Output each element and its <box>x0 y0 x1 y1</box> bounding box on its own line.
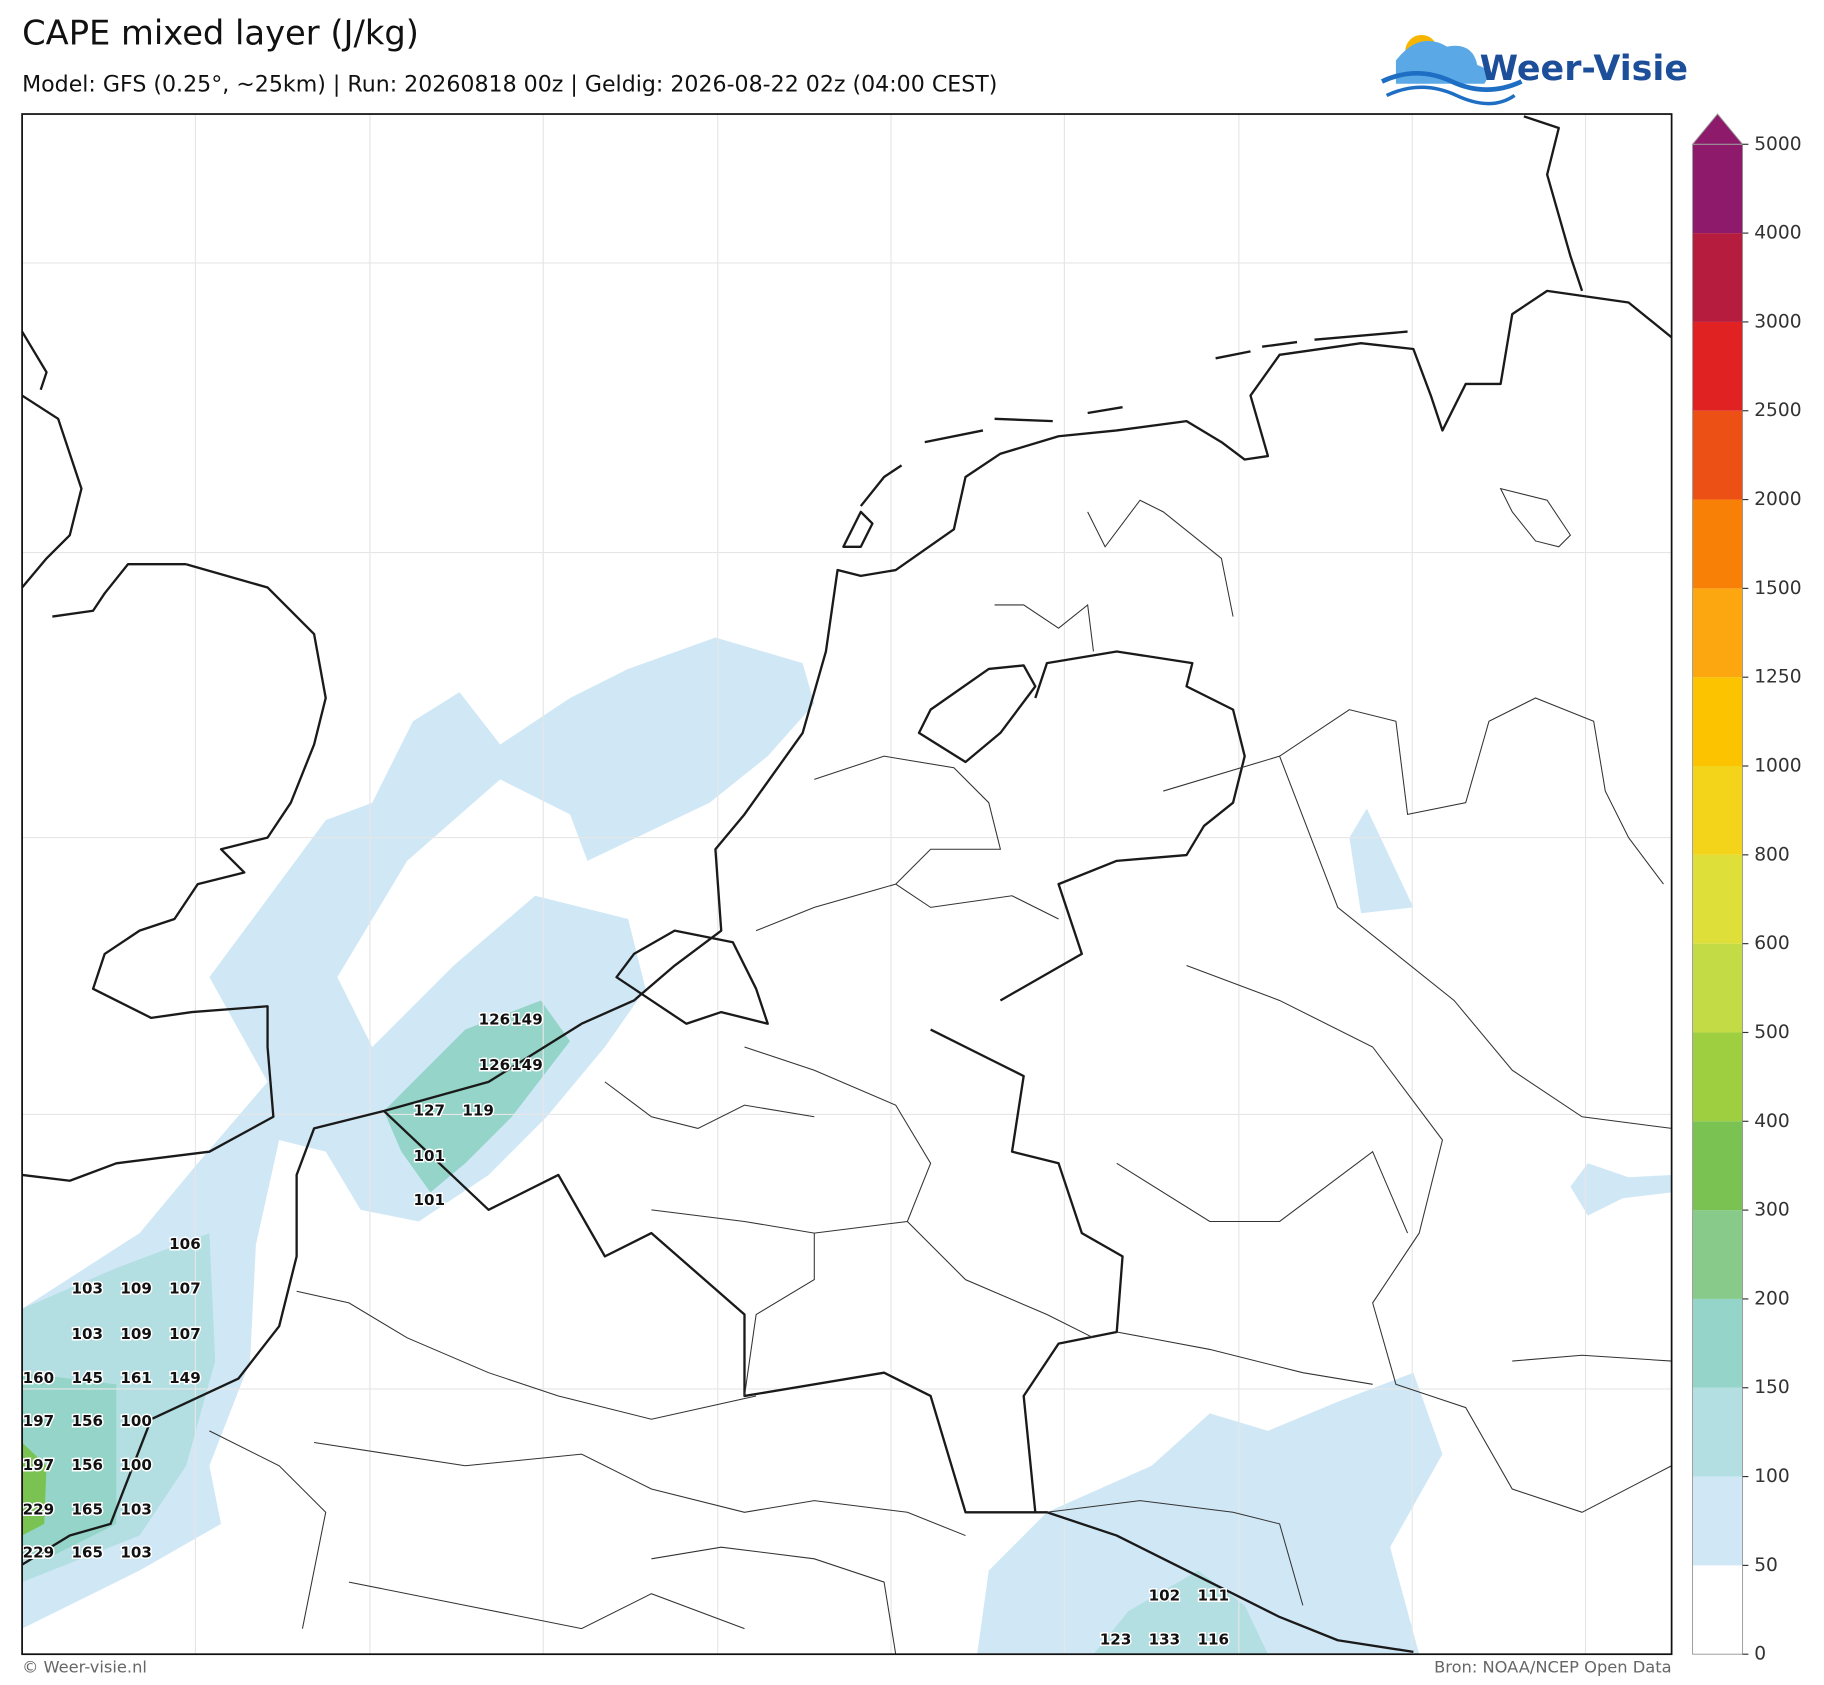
cape-label: 103 <box>120 1544 152 1562</box>
cape-label: 161 <box>120 1369 152 1387</box>
colorbar-band <box>1692 1121 1743 1211</box>
cape-label: 109 <box>120 1325 152 1343</box>
cape-label: 102 <box>1149 1587 1181 1605</box>
grid <box>22 114 1672 1655</box>
colorbar-tick-label: 5000 <box>1754 134 1801 155</box>
logo: Weer-Visie <box>1380 34 1688 106</box>
colorbar-band <box>1692 943 1743 1033</box>
colorbar-band <box>1692 1476 1743 1566</box>
cape-label: 156 <box>71 1456 103 1474</box>
cape-label: 106 <box>169 1235 201 1253</box>
cape-label: 165 <box>71 1500 103 1518</box>
cape-label: 160 <box>23 1369 55 1387</box>
subtitle: Model: GFS (0.25°, ~25km) | Run: 2026081… <box>22 71 997 97</box>
borders <box>209 487 1672 1655</box>
cape-label: 127 <box>413 1101 445 1119</box>
map-frame <box>21 113 1673 1656</box>
cape-label: 165 <box>71 1544 103 1562</box>
cape-label: 103 <box>71 1325 103 1343</box>
colorbar-tick-label: 100 <box>1754 1466 1790 1487</box>
colorbar-extend <box>1691 113 1744 145</box>
colorbar-tick-label: 1250 <box>1754 667 1801 688</box>
cape-label: 107 <box>169 1279 201 1297</box>
colorbar-band <box>1692 588 1743 678</box>
cape-label: 101 <box>413 1147 445 1165</box>
cape-label: 156 <box>71 1412 103 1430</box>
colorbar-band <box>1692 1387 1743 1477</box>
colorbar-band <box>1692 677 1743 767</box>
colorbar-band <box>1692 1298 1743 1388</box>
colorbar-tick-label: 500 <box>1754 1022 1790 1043</box>
cape-label: 197 <box>23 1456 55 1474</box>
cape-label: 119 <box>462 1101 494 1119</box>
cape-label: 109 <box>120 1279 152 1297</box>
colorbar: 0 50 100 150 200 300 400 500 600 800 1000 1250 1500 2… <box>1691 113 1802 1665</box>
cape-label: 103 <box>120 1500 152 1518</box>
colorbar-band <box>1692 1565 1743 1655</box>
colorbar-tick-label: 50 <box>1754 1555 1778 1576</box>
colorbar-band <box>1692 321 1743 411</box>
cape-label: 100 <box>120 1412 152 1430</box>
colorbar-tick-label: 2000 <box>1754 489 1801 510</box>
colorbar-tick-label: 0 <box>1754 1644 1766 1665</box>
colorbar-tick-label: 200 <box>1754 1288 1790 1309</box>
colorbar-band <box>1692 1210 1743 1299</box>
cape-label: 126 <box>479 1011 511 1029</box>
logo-text: Weer-Visie <box>1480 49 1688 89</box>
colorbar-tick-label: 300 <box>1754 1200 1790 1221</box>
title: CAPE mixed layer (J/kg) <box>22 13 419 52</box>
coastlines <box>21 115 1673 1654</box>
colorbar-tick-label: 400 <box>1754 1111 1790 1132</box>
colorbar-tick-label: 1000 <box>1754 756 1801 777</box>
colorbar-tick-label: 600 <box>1754 933 1790 954</box>
footer-left: © Weer-visie.nl <box>22 1658 147 1677</box>
cape-label: 197 <box>23 1412 55 1430</box>
cape-label: 111 <box>1198 1587 1230 1605</box>
cape-label: 149 <box>169 1369 201 1387</box>
cape-label: 133 <box>1149 1631 1181 1649</box>
colorbar-tick-label: 1500 <box>1754 578 1801 599</box>
cape-label: 126 <box>479 1056 511 1074</box>
cape-label: 229 <box>23 1500 55 1518</box>
cape-label: 107 <box>169 1325 201 1343</box>
colorbar-tick-label: 2500 <box>1754 400 1801 421</box>
footer-right: Bron: NOAA/NCEP Open Data <box>1434 1658 1672 1677</box>
colorbar-band <box>1692 410 1743 500</box>
colorbar-frame <box>1692 143 1744 1655</box>
colorbar-band <box>1692 499 1743 589</box>
cape-label: 149 <box>511 1011 543 1029</box>
cape-label: 100 <box>120 1456 152 1474</box>
colorbar-tick-label: 800 <box>1754 844 1790 865</box>
colorbar-tick-label: 3000 <box>1754 311 1801 332</box>
cape-areas <box>22 637 1672 1655</box>
cape-label: 103 <box>71 1279 103 1297</box>
colorbar-tick-label: 4000 <box>1754 223 1801 244</box>
cape-label: 229 <box>23 1544 55 1562</box>
colorbar-band <box>1692 233 1743 322</box>
colorbar-band <box>1692 766 1743 855</box>
colorbar-tick-label: 150 <box>1754 1377 1790 1398</box>
colorbar-band <box>1692 1032 1743 1122</box>
cape-label: 116 <box>1198 1631 1230 1649</box>
cape-label: 145 <box>71 1369 103 1387</box>
cape-label: 123 <box>1100 1631 1132 1649</box>
cape-label: 101 <box>413 1191 445 1209</box>
colorbar-band <box>1692 854 1743 944</box>
cape-label: 149 <box>511 1056 543 1074</box>
colorbar-band <box>1692 144 1743 234</box>
